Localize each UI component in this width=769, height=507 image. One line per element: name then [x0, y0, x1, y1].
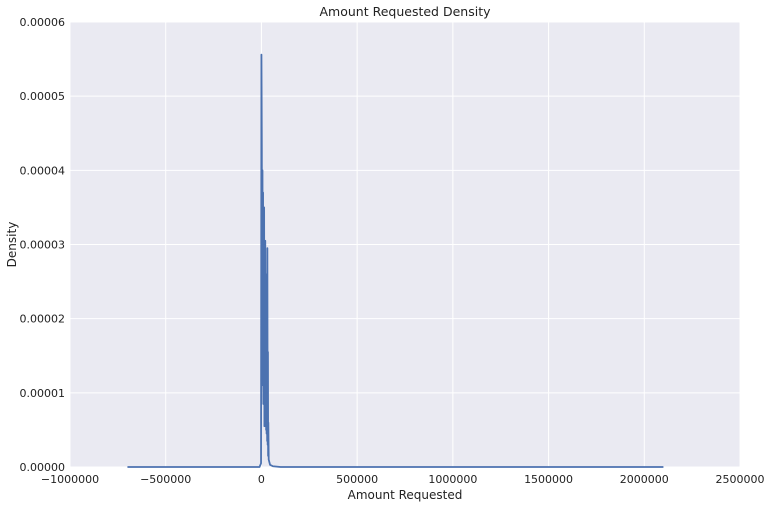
density-line [127, 53, 664, 468]
y-tick-label: 0.00001 [20, 387, 66, 400]
y-tick-label: 0.00004 [20, 164, 66, 177]
y-tick-label: 0.00006 [20, 16, 66, 29]
y-axis-label: Density [5, 222, 19, 268]
y-tick-label: 0.00002 [20, 313, 66, 326]
x-tick-labels: −1000000 −500000 0 500000 1000000 1500000 2000… [41, 473, 765, 486]
y-tick-label: 0.00003 [20, 239, 66, 252]
y-tick-labels: 0.00000 0.00001 0.00002 0.00003 0.00004 0.000… [20, 16, 66, 474]
x-tick-label: 500000 [336, 473, 378, 486]
x-tick-label: 1000000 [428, 473, 477, 486]
x-tick-label: −500000 [140, 473, 191, 486]
series-group [127, 53, 664, 468]
x-axis-label: Amount Requested [348, 488, 463, 502]
chart-title: Amount Requested Density [320, 4, 492, 19]
x-tick-label: 2500000 [716, 473, 765, 486]
x-tick-label: 0 [258, 473, 265, 486]
y-tick-label: 0.00000 [20, 461, 66, 474]
x-tick-label: 2000000 [620, 473, 669, 486]
x-tick-label: −1000000 [41, 473, 99, 486]
y-tick-label: 0.00005 [20, 90, 66, 103]
x-tick-label: 1500000 [524, 473, 573, 486]
